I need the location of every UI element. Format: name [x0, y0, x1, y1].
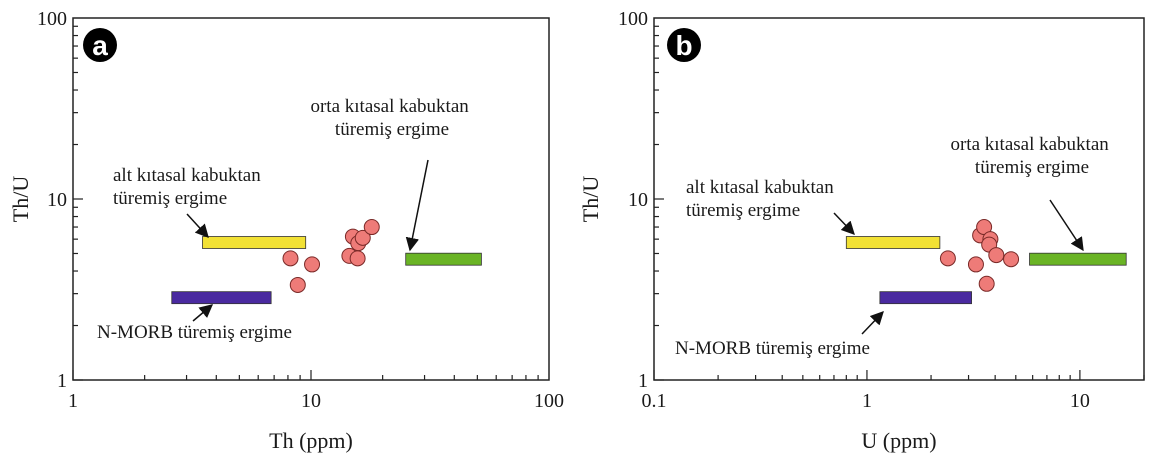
field-bar [845, 236, 941, 249]
data-point [939, 250, 956, 267]
y-axis-title: Th/U [8, 176, 33, 223]
field-bar [405, 252, 482, 266]
x-tick-label: 10 [301, 390, 321, 412]
data-point [967, 256, 984, 273]
y-tick-label: 10 [628, 189, 648, 211]
annotation-line: türemiş ergime [335, 119, 449, 140]
data-point [363, 219, 380, 236]
panel-badge [667, 28, 701, 62]
y-tick-label: 1 [57, 370, 67, 392]
x-axis-title: Th (ppm) [269, 428, 353, 453]
x-tick-label: 10 [1070, 390, 1090, 412]
data-point [289, 276, 306, 293]
arrow-alt [833, 212, 855, 235]
y-tick-label: 10 [47, 189, 67, 211]
annotation-nmorb: N-MORB türemiş ergime [97, 322, 292, 343]
y-axis-title: Th/U [578, 176, 603, 223]
data-point [978, 275, 995, 292]
annotation-line: türemiş ergime [686, 200, 800, 221]
annotation-orta: orta kıtasal kabuktan türemiş ergime [950, 134, 1113, 178]
data-point [354, 229, 371, 246]
data-point [282, 250, 299, 267]
data-point [988, 247, 1005, 264]
data-point [304, 256, 321, 273]
arrow-alt [186, 213, 209, 238]
arrow-orta [1049, 199, 1084, 252]
x-axis-title: U (ppm) [861, 428, 936, 453]
annotation-orta: orta kıtasal kabuktan türemiş ergime [310, 96, 473, 140]
field-bar [202, 236, 307, 249]
x-tick-label: 100 [534, 390, 564, 412]
annotation-line: türemiş ergime [113, 188, 227, 209]
data-point [349, 250, 366, 267]
annotation-line: türemiş ergime [975, 157, 1089, 178]
annotation-alt: alt kıtasal kabuktan türemiş ergime [113, 165, 265, 209]
annotation-line: orta kıtasal kabuktan [310, 96, 469, 117]
field-bar [879, 291, 972, 305]
reference-fields [845, 236, 1127, 305]
annotation-nmorb: N-MORB türemiş ergime [675, 338, 870, 359]
annotation-line: orta kıtasal kabuktan [950, 134, 1109, 155]
x-tick-label: 1 [68, 390, 78, 412]
arrow-orta [405, 159, 429, 252]
y-tick-label: 100 [37, 8, 67, 30]
reference-fields [171, 236, 482, 305]
axis-ticks: 1 10 100 1 10 100 [37, 8, 564, 412]
field-bar [171, 291, 272, 305]
panel-label: a [92, 30, 108, 61]
x-tick-label: 0.1 [642, 390, 667, 412]
data-points [282, 219, 380, 293]
annotation-alt: alt kıtasal kabuktan türemiş ergime [686, 177, 838, 221]
y-tick-label: 1 [638, 370, 648, 392]
data-point [1003, 251, 1020, 268]
x-tick-label: 1 [862, 390, 872, 412]
annotation-line: alt kıtasal kabuktan [113, 165, 261, 186]
annotation-line: alt kıtasal kabuktan [686, 177, 834, 198]
plot-frame [653, 17, 1145, 381]
chart-panel-a: 1 10 100 1 10 100 a Th (ppm) Th/U orta kıtasa… [8, 8, 564, 453]
field-bar [1029, 252, 1127, 266]
panel-badge [83, 28, 117, 62]
arrow-nmorb [192, 304, 214, 322]
panel-label: b [675, 30, 692, 61]
y-tick-label: 100 [618, 8, 648, 30]
data-points [939, 219, 1020, 292]
arrow-nmorb [861, 311, 884, 335]
